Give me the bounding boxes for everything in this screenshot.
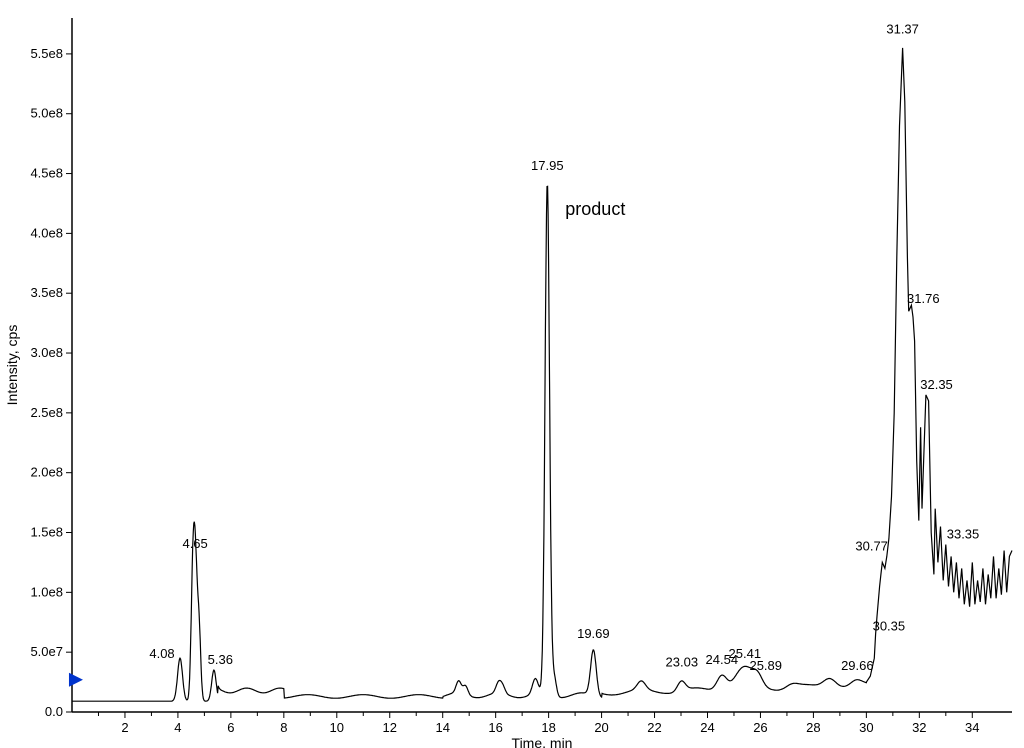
x-tick-label: 18 xyxy=(541,720,555,735)
peak-label: 25.89 xyxy=(749,658,782,673)
y-tick-label: 5.0e7 xyxy=(30,644,63,659)
product-annotation: product xyxy=(565,199,625,219)
x-tick-label: 26 xyxy=(753,720,767,735)
peak-label: 4.65 xyxy=(182,536,207,551)
x-tick-label: 12 xyxy=(383,720,397,735)
x-tick-label: 6 xyxy=(227,720,234,735)
chromatogram-chart: 246810121416182022242628303234Time, min0… xyxy=(0,0,1024,748)
peak-label: 23.03 xyxy=(666,655,699,670)
y-axis-label: Intensity, cps xyxy=(4,325,20,406)
y-tick-label: 3.5e8 xyxy=(30,285,63,300)
peak-label: 30.77 xyxy=(855,538,888,553)
x-tick-label: 4 xyxy=(174,720,181,735)
peak-label: 5.36 xyxy=(208,652,233,667)
x-tick-label: 28 xyxy=(806,720,820,735)
x-tick-label: 30 xyxy=(859,720,873,735)
y-tick-label: 1.5e8 xyxy=(30,525,63,540)
y-tick-label: 5.5e8 xyxy=(30,46,63,61)
x-tick-label: 20 xyxy=(594,720,608,735)
x-tick-label: 2 xyxy=(121,720,128,735)
y-tick-label: 4.0e8 xyxy=(30,225,63,240)
peak-label: 33.35 xyxy=(947,527,980,542)
peak-label: 17.95 xyxy=(531,158,564,173)
peak-label: 30.35 xyxy=(873,619,906,634)
y-tick-label: 2.0e8 xyxy=(30,465,63,480)
y-tick-label: 0.0 xyxy=(45,704,63,719)
chart-svg: 246810121416182022242628303234Time, min0… xyxy=(0,0,1024,748)
x-tick-label: 32 xyxy=(912,720,926,735)
peak-label: 31.37 xyxy=(886,22,919,37)
x-axis-label: Time, min xyxy=(512,735,573,748)
y-tick-label: 3.0e8 xyxy=(30,345,63,360)
peak-label: 4.08 xyxy=(149,646,174,661)
x-tick-label: 16 xyxy=(488,720,502,735)
y-tick-label: 5.0e8 xyxy=(30,106,63,121)
peak-label: 31.76 xyxy=(907,291,940,306)
y-tick-label: 4.5e8 xyxy=(30,166,63,181)
x-tick-label: 22 xyxy=(647,720,661,735)
peak-label: 29.66 xyxy=(841,658,874,673)
x-tick-label: 24 xyxy=(700,720,714,735)
x-tick-label: 14 xyxy=(435,720,449,735)
peak-label: 19.69 xyxy=(577,626,610,641)
x-tick-label: 8 xyxy=(280,720,287,735)
x-tick-label: 34 xyxy=(965,720,979,735)
peak-label: 32.35 xyxy=(920,377,953,392)
chart-bg xyxy=(0,0,1024,748)
y-tick-label: 2.5e8 xyxy=(30,405,63,420)
x-tick-label: 10 xyxy=(330,720,344,735)
y-tick-label: 1.0e8 xyxy=(30,584,63,599)
